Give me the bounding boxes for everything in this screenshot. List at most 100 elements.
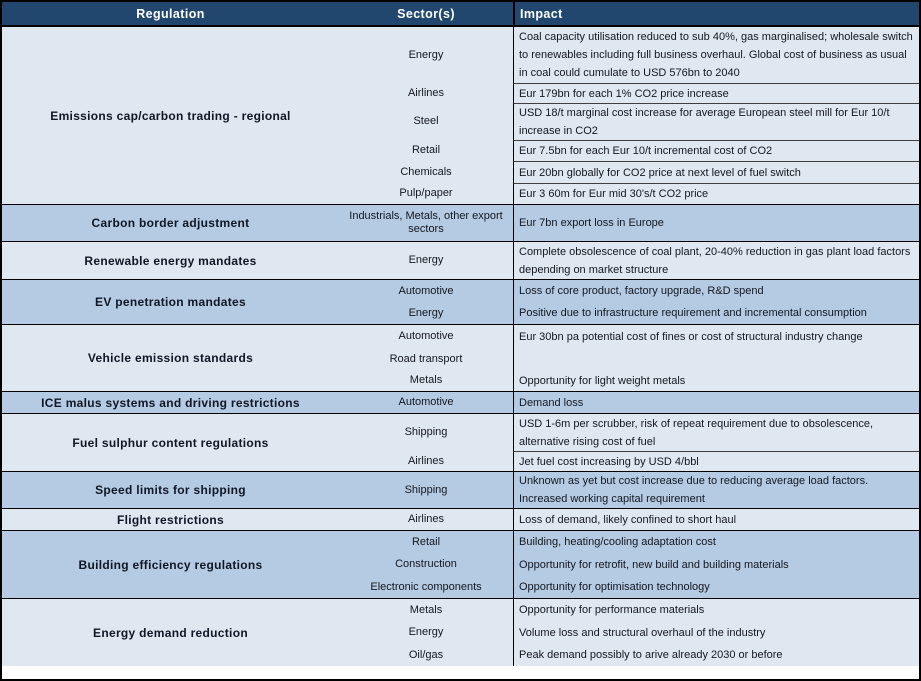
impact-cell: Demand loss: [513, 392, 919, 413]
sector-cell: Energy: [408, 254, 444, 266]
regulation-group: EV penetration mandates Automotive Loss …: [2, 279, 919, 324]
regulation-cell: EV penetration mandates: [95, 295, 246, 309]
regulation-group: Emissions cap/carbon trading - regional …: [2, 27, 919, 204]
regulation-group: ICE malus systems and driving restrictio…: [2, 391, 919, 413]
sector-cell: Oil/gas: [408, 648, 444, 661]
impact-cell: USD 1-6m per scrubber, risk of repeat re…: [513, 414, 919, 451]
regulation-group: Flight restrictions Airlines Loss of dem…: [2, 508, 919, 530]
group-subrows: Automotive Demand loss: [339, 392, 919, 413]
sector-impact-row: Energy Complete obsolescence of coal pla…: [339, 242, 919, 279]
sector-cell: Construction: [395, 558, 457, 570]
sector-impact-row: Shipping USD 1-6m per scrubber, risk of …: [339, 414, 919, 451]
sector-cell: Metals: [409, 374, 443, 386]
sector-impact-row: Chemicals Eur 20bn globally for CO2 pric…: [339, 161, 919, 183]
sector-cell: Road transport: [389, 352, 463, 365]
regulation-group: Vehicle emission standards Automotive Eu…: [2, 324, 919, 391]
sector-cell: Chemicals: [400, 165, 452, 178]
impact-cell: Volume loss and structural overhaul of t…: [513, 621, 919, 644]
table-body: Emissions cap/carbon trading - regional …: [2, 27, 919, 666]
sector-impact-row: Energy Positive due to infrastructure re…: [339, 302, 919, 324]
sector-cell: Retail: [411, 144, 441, 156]
group-subrows: Shipping Unknown as yet but cost increas…: [339, 472, 919, 508]
sector-cell: Metals: [409, 603, 443, 616]
group-subrows: Retail Building, heating/cooling adaptat…: [339, 531, 919, 598]
sector-cell: Energy: [408, 48, 444, 61]
sector-cell: Automotive: [398, 330, 454, 342]
sector-impact-row: Electronic components Opportunity for op…: [339, 576, 919, 598]
header-regulation: Regulation: [136, 6, 205, 21]
sector-cell: Shipping: [404, 483, 448, 496]
regulation-group: Renewable energy mandates Energy Complet…: [2, 241, 919, 279]
regulation-cell: Flight restrictions: [116, 512, 225, 527]
sector-impact-row: Airlines Jet fuel cost increasing by USD…: [339, 451, 919, 471]
impact-cell: Opportunity for retrofit, new build and …: [513, 553, 919, 576]
impact-cell: Unknown as yet but cost increase due to …: [513, 472, 919, 508]
regulation-group: Energy demand reduction Metals Opportuni…: [2, 598, 919, 666]
sector-impact-row: Steel USD 18/t marginal cost increase fo…: [339, 103, 919, 140]
impact-cell: Eur 7.5bn for each Eur 10/t incremental …: [513, 140, 919, 161]
sector-impact-row: Shipping Unknown as yet but cost increas…: [339, 472, 919, 508]
sector-cell: Pulp/paper: [399, 187, 453, 199]
regulation-cell: Renewable energy mandates: [84, 253, 257, 268]
impact-cell: Eur 7bn export loss in Europe: [513, 205, 919, 241]
regulation-cell: Speed limits for shipping: [95, 483, 246, 497]
sector-cell: Shipping: [404, 426, 448, 438]
group-subrows: Industrials, Metals, other export sector…: [339, 205, 919, 241]
regulation-cell: Fuel sulphur content regulations: [72, 435, 269, 450]
sector-impact-row: Automotive Loss of core product, factory…: [339, 280, 919, 302]
sector-cell: Airlines: [407, 513, 445, 525]
header-sectors: Sector(s): [397, 6, 455, 21]
sector-impact-row: Oil/gas Peak demand possibly to arive al…: [339, 644, 919, 666]
group-subrows: Metals Opportunity for performance mater…: [339, 599, 919, 666]
group-subrows: Shipping USD 1-6m per scrubber, risk of …: [339, 414, 919, 471]
sector-impact-row: Metals Opportunity for performance mater…: [339, 599, 919, 621]
impact-cell: Building, heating/cooling adaptation cos…: [513, 531, 919, 553]
impact-cell: Coal capacity utilisation reduced to sub…: [513, 27, 919, 83]
group-subrows: Energy Complete obsolescence of coal pla…: [339, 242, 919, 279]
impact-cell: Peak demand possibly to arive already 20…: [513, 644, 919, 666]
impact-cell: Eur 20bn globally for CO2 price at next …: [513, 161, 919, 183]
group-subrows: Automotive Loss of core product, factory…: [339, 280, 919, 324]
impact-cell: Complete obsolescence of coal plant, 20-…: [513, 242, 919, 279]
impact-cell: Positive due to infrastructure requireme…: [513, 302, 919, 324]
sector-cell: Industrials, Metals, other export sector…: [349, 210, 503, 235]
sector-cell: Airlines: [407, 454, 445, 467]
impact-cell: [513, 348, 919, 370]
regulation-cell: Building efficiency regulations: [78, 557, 263, 572]
regulation-cell: ICE malus systems and driving restrictio…: [41, 395, 300, 410]
table-header: Regulation Sector(s) Impact: [2, 2, 919, 27]
sector-impact-row: Energy Coal capacity utilisation reduced…: [339, 27, 919, 83]
sector-impact-row: Road transport: [339, 348, 919, 370]
sector-impact-row: Construction Opportunity for retrofit, n…: [339, 553, 919, 576]
impact-cell: Eur 30bn pa potential cost of fines or c…: [513, 325, 919, 348]
regulation-group: Building efficiency regulations Retail B…: [2, 530, 919, 598]
group-subrows: Energy Coal capacity utilisation reduced…: [339, 27, 919, 204]
regulation-group: Speed limits for shipping Shipping Unkno…: [2, 471, 919, 508]
sector-cell: Electronic components: [370, 580, 482, 593]
impact-cell: USD 18/t marginal cost increase for aver…: [513, 103, 919, 140]
sector-cell: Automotive: [398, 396, 454, 408]
sector-impact-row: Airlines Eur 179bn for each 1% CO2 price…: [339, 83, 919, 103]
impact-cell: Opportunity for light weight metals: [513, 370, 919, 391]
impact-cell: Opportunity for performance materials: [513, 599, 919, 621]
sector-cell: Airlines: [407, 86, 445, 99]
sector-cell: Energy: [408, 306, 444, 319]
regulation-cell: Carbon border adjustment: [91, 216, 250, 230]
impact-cell: Loss of core product, factory upgrade, R…: [513, 280, 919, 302]
sector-impact-row: Airlines Loss of demand, likely confined…: [339, 509, 919, 530]
sector-impact-row: Industrials, Metals, other export sector…: [339, 205, 919, 241]
regulation-group: Fuel sulphur content regulations Shippin…: [2, 413, 919, 471]
sector-cell: Automotive: [398, 284, 454, 297]
header-impact: Impact: [513, 2, 919, 25]
regulation-group: Carbon border adjustment Industrials, Me…: [2, 204, 919, 241]
sector-cell: Steel: [413, 115, 439, 127]
sector-impact-row: Automotive Eur 30bn pa potential cost of…: [339, 325, 919, 348]
sector-impact-row: Metals Opportunity for light weight meta…: [339, 370, 919, 391]
regulation-cell: Energy demand reduction: [93, 625, 248, 640]
impact-cell: Jet fuel cost increasing by USD 4/bbl: [513, 451, 919, 471]
impact-cell: Eur 3 60m for Eur mid 30's/t CO2 price: [513, 183, 919, 204]
sector-cell: Energy: [408, 626, 444, 638]
group-subrows: Automotive Eur 30bn pa potential cost of…: [339, 325, 919, 391]
sector-impact-row: Retail Building, heating/cooling adaptat…: [339, 531, 919, 553]
